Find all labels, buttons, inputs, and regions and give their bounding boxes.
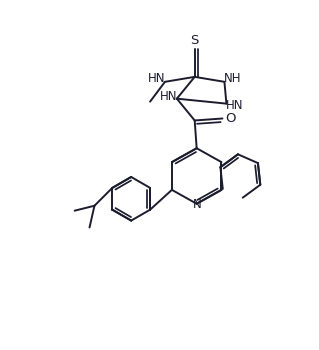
Text: NH: NH <box>224 72 241 85</box>
Text: HN: HN <box>148 72 166 85</box>
Text: HN: HN <box>226 99 243 112</box>
Text: O: O <box>225 112 236 125</box>
Text: HN: HN <box>160 90 178 103</box>
Text: N: N <box>193 198 202 211</box>
Text: S: S <box>190 34 199 47</box>
